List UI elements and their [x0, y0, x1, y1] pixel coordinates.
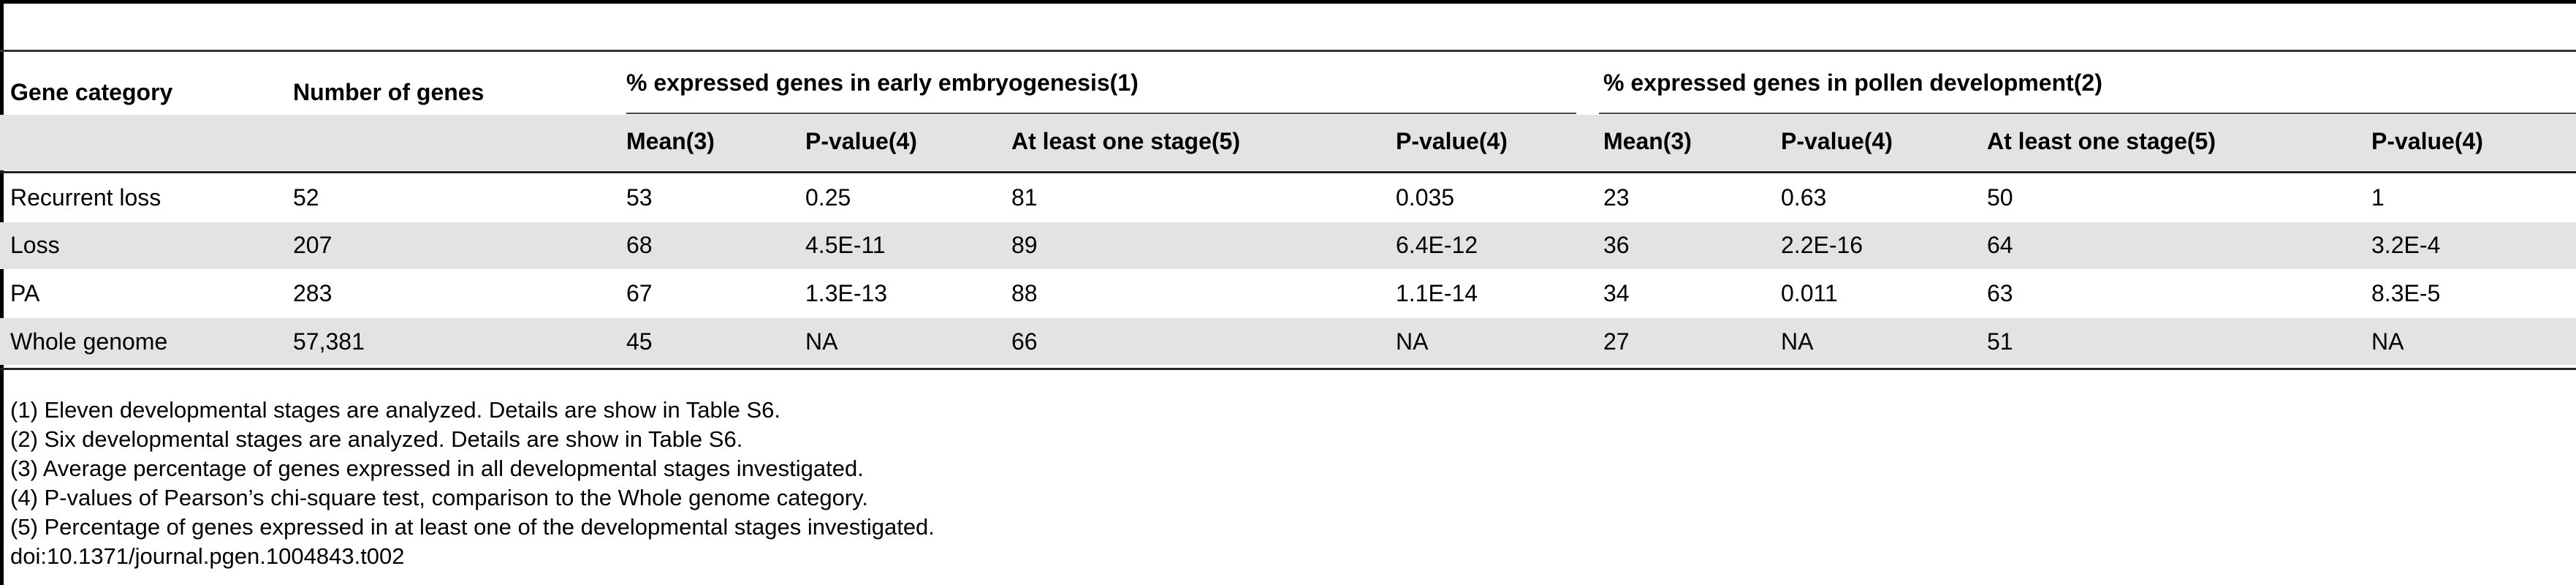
- cell-embryo-pvalue: 0.25: [805, 184, 851, 211]
- doi-link[interactable]: doi:10.1371/journal.pgen.1004843.t002: [10, 543, 405, 569]
- cell-pollen-pvalue-2: 3.2E-4: [2371, 232, 2441, 258]
- cell-embryo-at-least-one: 81: [1011, 184, 1038, 211]
- footnote: (4) P-values of Pearson’s chi-square tes…: [10, 485, 868, 510]
- cell-pollen-pvalue-2: 8.3E-5: [2371, 280, 2441, 306]
- cell-embryo-mean: 45: [626, 328, 653, 355]
- subheader-pollen-mean: Mean(3): [1603, 128, 1692, 154]
- table-top-rule: [0, 0, 2576, 4]
- footnote: (5) Percentage of genes expressed in at …: [10, 514, 935, 540]
- cell-embryo-at-least-one: 66: [1011, 328, 1038, 355]
- cell-pollen-pvalue-2: 1: [2371, 184, 2385, 211]
- cell-pollen-mean: 23: [1603, 184, 1630, 211]
- cell-embryo-pvalue-2: 1.1E-14: [1396, 280, 1478, 306]
- cell-gene-category: Loss: [10, 232, 60, 258]
- cell-number-of-genes: 207: [293, 232, 333, 258]
- cell-gene-category: Recurrent loss: [10, 184, 162, 211]
- cell-pollen-at-least-one: 63: [1987, 280, 2013, 306]
- row-band-loss: [0, 222, 2576, 269]
- left-border: [0, 0, 4, 585]
- cell-pollen-at-least-one: 50: [1987, 184, 2013, 211]
- cell-pollen-mean: 36: [1603, 232, 1630, 258]
- cell-embryo-pvalue-2: 0.035: [1396, 184, 1455, 211]
- footnote: (1) Eleven developmental stages are anal…: [10, 397, 781, 423]
- cell-embryo-mean: 53: [626, 184, 653, 211]
- cell-embryo-pvalue-2: NA: [1396, 328, 1429, 355]
- header-group-pollen: % expressed genes in pollen development(…: [1603, 69, 2102, 96]
- subheader-embryo-at-least-one: At least one stage(5): [1011, 128, 1240, 154]
- cell-embryo-pvalue: 1.3E-13: [805, 280, 888, 306]
- cell-number-of-genes: 283: [293, 280, 333, 306]
- cell-pollen-pvalue: 0.63: [1781, 184, 1827, 211]
- cell-embryo-pvalue: NA: [805, 328, 838, 355]
- cell-embryo-pvalue-2: 6.4E-12: [1396, 232, 1478, 258]
- row-band-whole-genome: [0, 318, 2576, 365]
- cell-gene-category: Whole genome: [10, 328, 168, 355]
- table-title-rule: [0, 50, 2576, 52]
- subheader-embryo-pvalue: P-value(4): [805, 128, 917, 154]
- cell-pollen-pvalue: 0.011: [1781, 280, 1838, 306]
- cell-pollen-at-least-one: 64: [1987, 232, 2013, 258]
- table-header-rule: [0, 171, 2576, 173]
- group-underline-pollen: [1599, 113, 2576, 114]
- cell-pollen-pvalue-2: NA: [2371, 328, 2404, 355]
- header-gene-category: Gene category: [10, 79, 173, 105]
- cell-number-of-genes: 52: [293, 184, 319, 211]
- cell-embryo-at-least-one: 89: [1011, 232, 1038, 258]
- subheader-pollen-pvalue-2: P-value(4): [2371, 128, 2483, 154]
- subheader-embryo-mean: Mean(3): [626, 128, 715, 154]
- cell-pollen-pvalue: NA: [1781, 328, 1814, 355]
- cell-gene-category: PA: [10, 280, 40, 306]
- cell-embryo-mean: 68: [626, 232, 653, 258]
- cell-pollen-mean: 27: [1603, 328, 1630, 355]
- header-number-of-genes: Number of genes: [293, 79, 485, 105]
- cell-pollen-at-least-one: 51: [1987, 328, 2013, 355]
- group-underline-embryogenesis: [626, 113, 1576, 114]
- subheader-band: [0, 115, 2576, 170]
- cell-embryo-mean: 67: [626, 280, 653, 306]
- table-bottom-rule: [0, 368, 2576, 370]
- cell-number-of-genes: 57,381: [293, 328, 365, 355]
- cell-pollen-pvalue: 2.2E-16: [1781, 232, 1863, 258]
- footnote: (3) Average percentage of genes expresse…: [10, 456, 864, 481]
- header-group-embryogenesis: % expressed genes in early embryogenesis…: [626, 69, 1139, 96]
- cell-embryo-at-least-one: 88: [1011, 280, 1038, 306]
- footnote: (2) Six developmental stages are analyze…: [10, 426, 743, 452]
- subheader-embryo-pvalue-2: P-value(4): [1396, 128, 1508, 154]
- subheader-pollen-pvalue: P-value(4): [1781, 128, 1893, 154]
- cell-embryo-pvalue: 4.5E-11: [805, 232, 886, 258]
- subheader-pollen-at-least-one: At least one stage(5): [1987, 128, 2216, 154]
- cell-pollen-mean: 34: [1603, 280, 1630, 306]
